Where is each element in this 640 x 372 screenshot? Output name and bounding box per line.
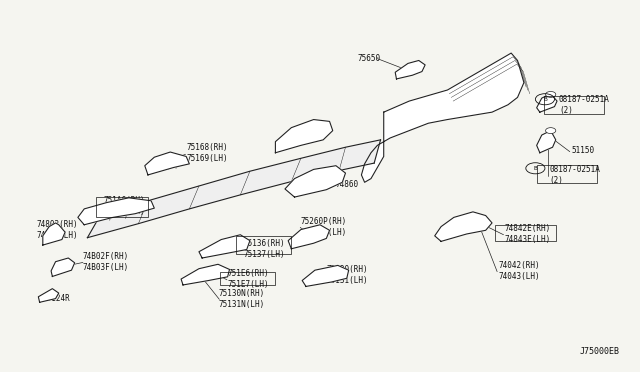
Polygon shape [288, 225, 330, 249]
Polygon shape [362, 53, 524, 182]
Text: 74842E(RH)
74843E(LH): 74842E(RH) 74843E(LH) [505, 224, 551, 244]
Bar [544, 96, 604, 114]
Text: 08187-0251A
(2): 08187-0251A (2) [559, 95, 610, 115]
Text: 751A6(RH)
751A7(LH): 751A6(RH) 751A7(LH) [103, 196, 145, 217]
Bar [537, 164, 597, 183]
Circle shape [545, 92, 556, 97]
Text: B: B [534, 166, 537, 171]
Bar [495, 225, 556, 241]
Polygon shape [537, 131, 556, 153]
Text: 08187-0251A
(2): 08187-0251A (2) [549, 165, 600, 185]
Bar [220, 272, 275, 285]
Polygon shape [395, 61, 425, 79]
Polygon shape [435, 212, 492, 241]
Polygon shape [537, 94, 557, 112]
Text: 75136(RH)
75137(LH): 75136(RH) 75137(LH) [244, 239, 285, 259]
Bar [236, 236, 291, 254]
Text: 74042(RH)
74043(LH): 74042(RH) 74043(LH) [499, 261, 540, 281]
Text: 74B02F(RH)
74B03F(LH): 74B02F(RH) 74B03F(LH) [83, 251, 129, 272]
Text: 74860: 74860 [336, 180, 359, 189]
Text: 74802(RH)
74803(LH): 74802(RH) 74803(LH) [36, 220, 78, 240]
Polygon shape [302, 265, 349, 286]
Polygon shape [199, 235, 250, 258]
Text: 751E6(RH)
751E7(LH): 751E6(RH) 751E7(LH) [228, 269, 269, 289]
Bar [96, 197, 148, 217]
Polygon shape [275, 119, 333, 153]
Circle shape [545, 128, 556, 134]
Text: 74980: 74980 [307, 124, 330, 133]
Text: 75260P(RH)
75261P(LH): 75260P(RH) 75261P(LH) [301, 217, 347, 237]
Text: 75130N(RH)
75131N(LH): 75130N(RH) 75131N(LH) [218, 289, 264, 309]
Polygon shape [145, 152, 189, 175]
Text: B: B [543, 97, 547, 102]
Polygon shape [88, 140, 381, 238]
Text: J75000EB: J75000EB [579, 347, 620, 356]
Polygon shape [78, 198, 154, 225]
Text: 51150: 51150 [572, 147, 595, 155]
Text: 75650: 75650 [357, 54, 381, 63]
Polygon shape [181, 264, 230, 285]
Polygon shape [285, 166, 346, 197]
Text: 60124R: 60124R [43, 294, 70, 303]
Text: 75130(RH)
75131(LH): 75130(RH) 75131(LH) [326, 264, 368, 285]
Polygon shape [43, 223, 65, 245]
Polygon shape [51, 258, 75, 276]
Text: 75168(RH)
75169(LH): 75168(RH) 75169(LH) [186, 143, 228, 163]
Polygon shape [38, 289, 59, 302]
